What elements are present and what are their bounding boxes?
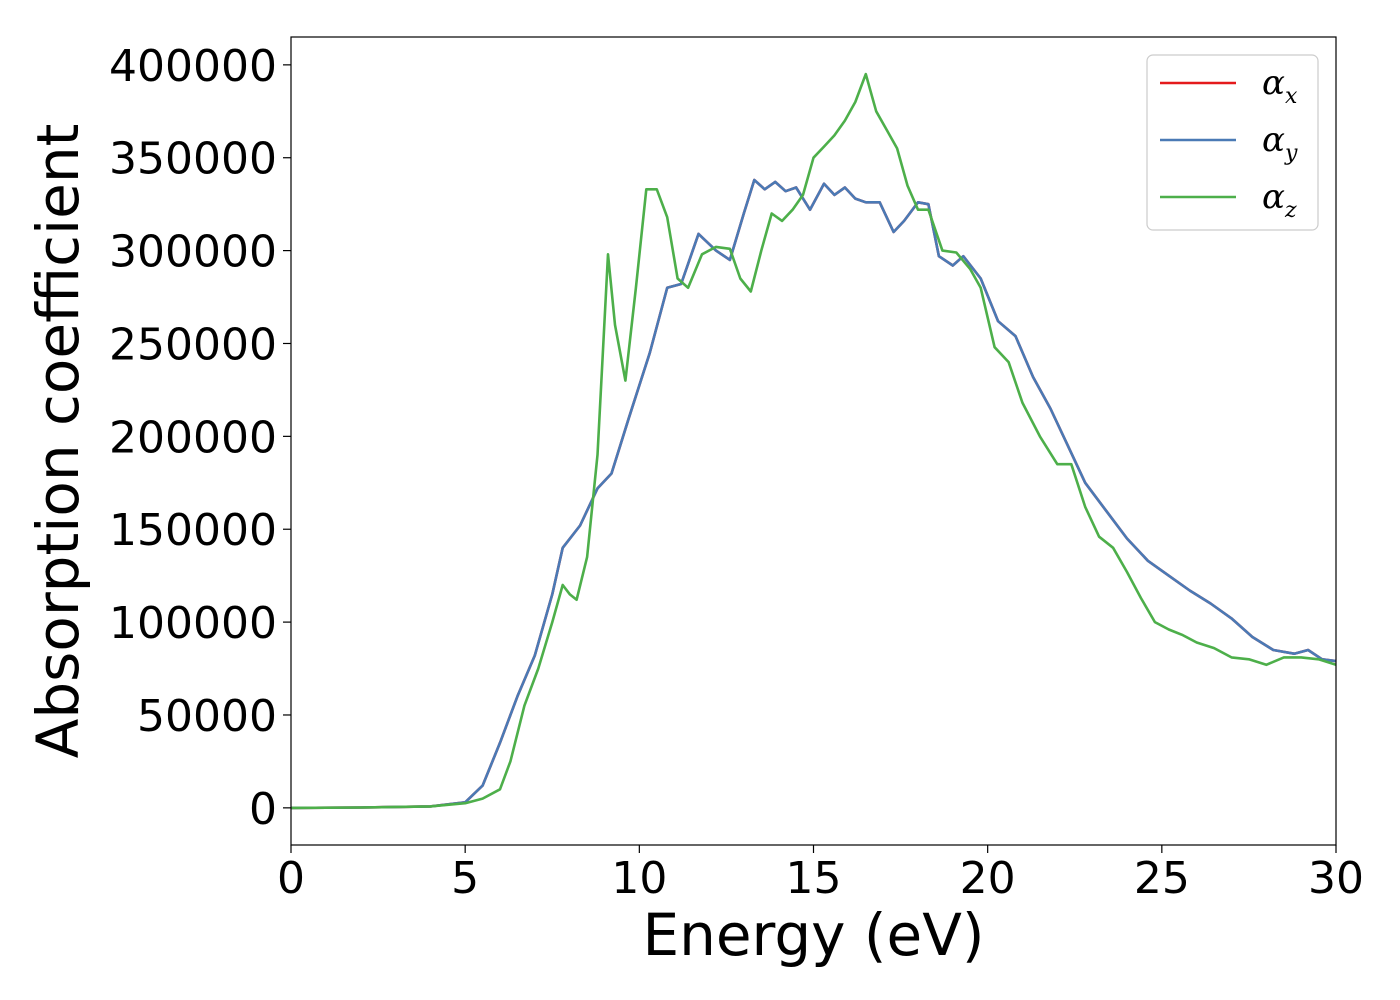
x-tick-label: 15	[786, 853, 842, 904]
y-tick-label: 50000	[137, 691, 277, 742]
y-axis-label: Absorption coefficient	[24, 124, 92, 759]
series-lines	[290, 72, 1337, 810]
x-tick-label: 25	[1134, 853, 1190, 904]
y-tick-label: 350000	[109, 134, 277, 185]
legend-label-y: αy	[1262, 120, 1298, 166]
legend-box	[1146, 54, 1319, 231]
y-tick-label: 0	[249, 784, 277, 835]
legend: αx αy αz	[1146, 54, 1319, 231]
x-axis-label: Energy (eV)	[642, 901, 984, 969]
legend-label-x: αx	[1262, 63, 1298, 109]
legend-label-z: αz	[1262, 177, 1297, 223]
x-tick-label: 5	[451, 853, 479, 904]
series-line-z	[290, 72, 1337, 810]
y-tick-label: 250000	[109, 319, 277, 370]
y-tick-label: 150000	[109, 505, 277, 556]
y-tick-label: 400000	[109, 41, 277, 92]
y-axis-ticks: 0 50000 100000 150000 200000 250000 300000 3500…	[109, 41, 291, 835]
series-line-y	[290, 178, 1337, 810]
x-axis-ticks: 0 5 10 15 20 25 30	[277, 845, 1364, 904]
series-line-x	[290, 178, 1337, 810]
x-tick-label: 20	[960, 853, 1016, 904]
x-tick-label: 0	[277, 853, 305, 904]
x-tick-label: 10	[611, 853, 667, 904]
x-tick-label: 30	[1308, 853, 1364, 904]
y-tick-label: 200000	[109, 412, 277, 463]
y-tick-label: 100000	[109, 598, 277, 649]
y-tick-label: 300000	[109, 227, 277, 278]
